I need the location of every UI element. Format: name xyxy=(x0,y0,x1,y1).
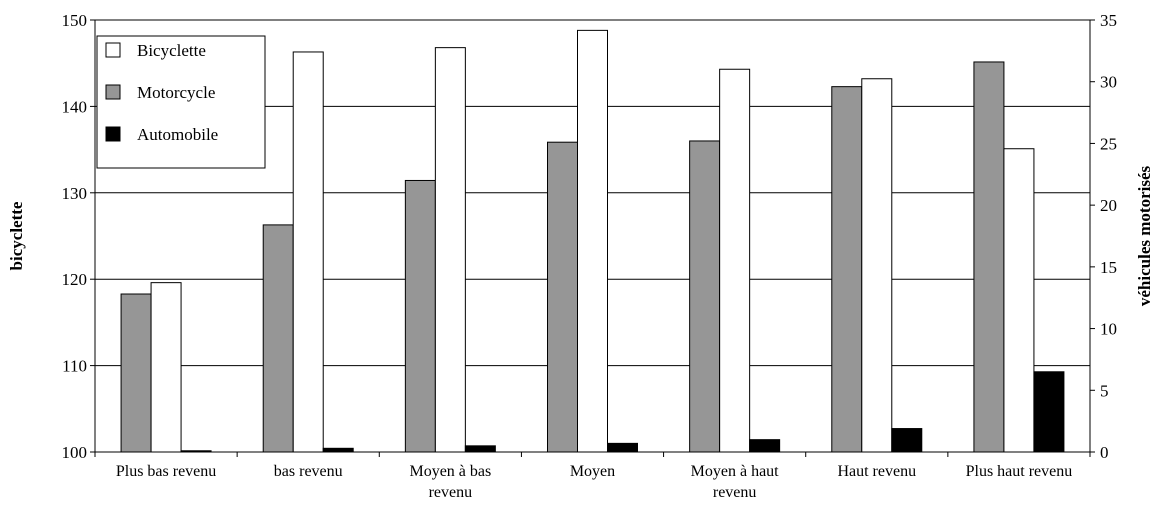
bar-bicyclette xyxy=(292,51,324,453)
left-axis-title: bicyclette xyxy=(7,201,26,270)
bar-bicyclette xyxy=(861,78,893,453)
bar-automobile xyxy=(607,442,638,453)
legend-swatch-motorcycle xyxy=(105,84,121,100)
left-tick-label: 150 xyxy=(62,11,88,30)
right-tick-label: 10 xyxy=(1100,320,1117,339)
x-category-label: revenu xyxy=(713,484,757,501)
x-category-label: Moyen à haut xyxy=(691,463,780,480)
bar-motorcycle xyxy=(120,293,152,453)
x-category-label: revenu xyxy=(429,484,473,501)
bar-motorcycle xyxy=(831,86,863,453)
x-category-label: Plus haut revenu xyxy=(966,463,1073,480)
axes xyxy=(94,20,1091,453)
x-category-label: Haut revenu xyxy=(837,463,916,480)
legend-label-automobile: Automobile xyxy=(137,125,218,144)
right-y-ticks: 0 5 10 15 20 25 30 35 xyxy=(1090,11,1117,462)
legend-label-motorcycle: Motorcycle xyxy=(137,83,215,102)
left-tick-label: 110 xyxy=(62,357,87,376)
legend: Bicyclette Motorcycle Automobile xyxy=(96,35,266,169)
x-category-label: Plus bas revenu xyxy=(116,463,216,480)
bar-motorcycle xyxy=(973,61,1005,453)
right-tick-label: 5 xyxy=(1100,381,1109,400)
x-category-label: Moyen à bas xyxy=(409,463,491,480)
legend-box xyxy=(96,35,266,169)
right-axis-title: véhicules motorisés xyxy=(1135,166,1154,307)
bar-bicyclette xyxy=(577,29,608,453)
bar-bicyclette xyxy=(434,47,466,453)
right-tick-label: 30 xyxy=(1100,73,1117,92)
right-tick-label: 0 xyxy=(1100,443,1109,462)
left-y-ticks: 100 110 120 130 140 150 xyxy=(62,11,95,462)
bar-bicyclette xyxy=(719,68,751,453)
left-tick-label: 140 xyxy=(62,97,88,116)
bars xyxy=(120,29,1065,453)
bar-automobile xyxy=(322,447,354,453)
left-tick-label: 120 xyxy=(62,270,88,289)
bar-motorcycle xyxy=(262,224,294,453)
x-category-labels: Plus bas revenu bas revenu Moyen à bas reve… xyxy=(94,452,1091,501)
x-category-label: bas revenu xyxy=(274,463,343,480)
left-tick-label: 100 xyxy=(62,443,88,462)
bar-automobile xyxy=(891,428,923,453)
left-tick-label: 130 xyxy=(62,184,88,203)
right-tick-label: 15 xyxy=(1100,258,1117,277)
right-tick-label: 25 xyxy=(1100,134,1117,153)
bar-automobile xyxy=(1033,371,1065,453)
bar-motorcycle xyxy=(547,141,578,453)
bar-bicyclette xyxy=(150,282,182,453)
right-tick-label: 20 xyxy=(1100,196,1117,215)
bar-automobile xyxy=(749,439,781,453)
right-tick-label: 35 xyxy=(1100,11,1117,30)
legend-swatch-bicyclette xyxy=(105,42,121,58)
legend-swatch-automobile xyxy=(105,126,121,142)
bar-bicyclette xyxy=(1003,148,1035,453)
x-category-label: Moyen xyxy=(570,463,615,480)
legend-label-bicyclette: Bicyclette xyxy=(137,41,206,60)
bar-motorcycle xyxy=(689,140,721,453)
bar-motorcycle xyxy=(404,179,436,453)
bar-automobile xyxy=(464,445,496,453)
